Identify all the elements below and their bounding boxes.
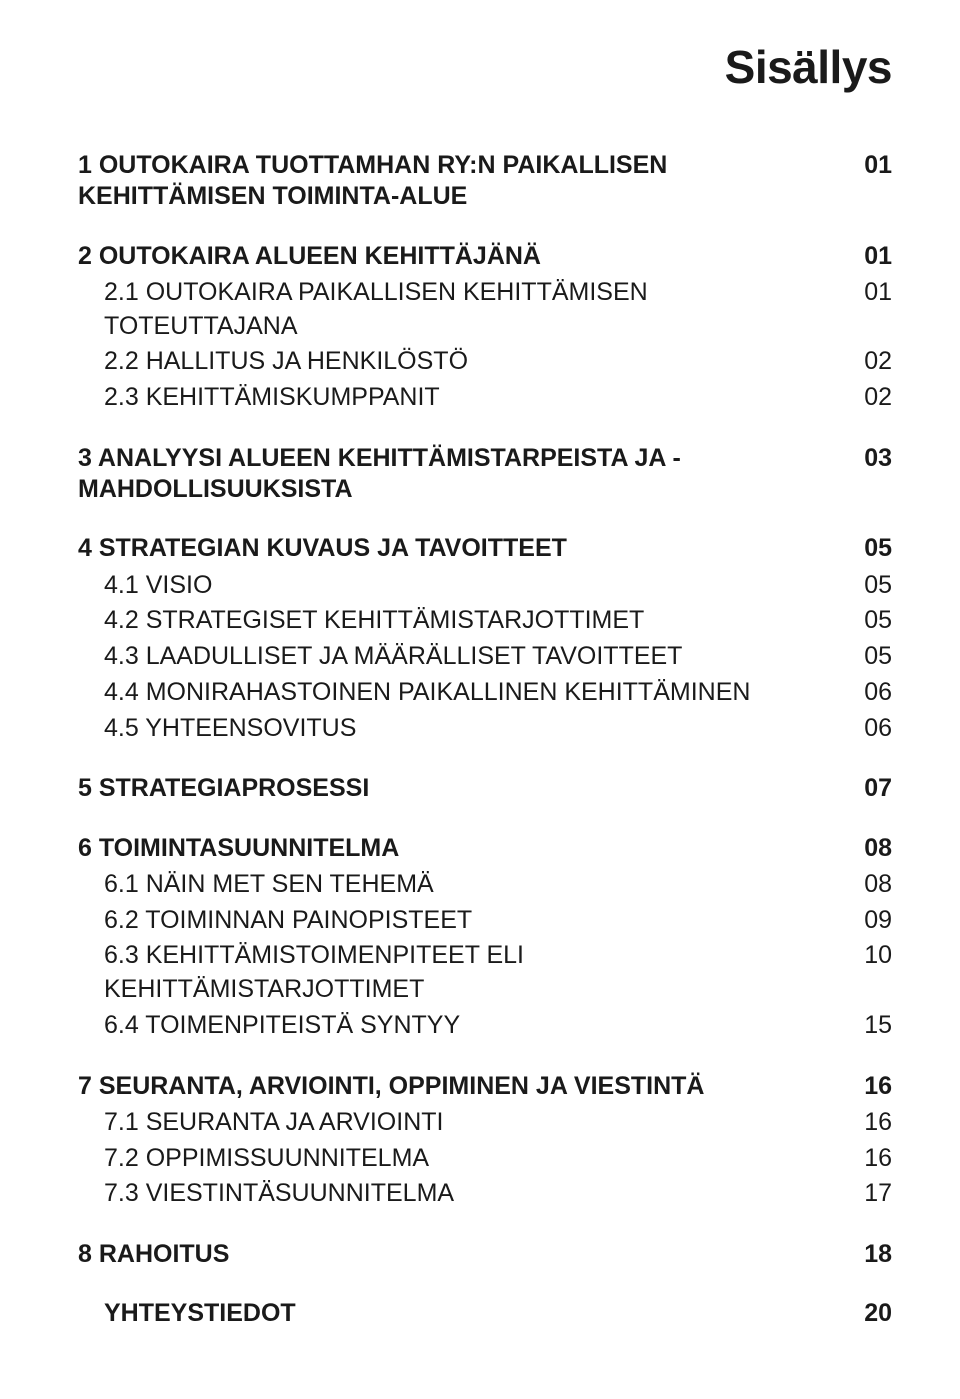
toc-section-label: 4 STRATEGIAN KUVAUS JA TAVOITTEET bbox=[78, 533, 842, 564]
toc-section-page: 16 bbox=[842, 1071, 892, 1102]
toc-subsection-page: 05 bbox=[842, 604, 892, 638]
toc-section-page: 01 bbox=[842, 241, 892, 272]
toc-section-label: 7 SEURANTA, ARVIOINTI, OPPIMINEN JA VIES… bbox=[78, 1071, 842, 1102]
toc-subsection: 4.5 YHTEENSOVITUS 06 bbox=[78, 712, 892, 746]
toc-subsection-page: 09 bbox=[842, 904, 892, 938]
toc-section: 8 RAHOITUS 18 bbox=[78, 1239, 892, 1270]
toc-section-label: 3 ANALYYSI ALUEEN KEHITTÄMISTARPEISTA JA… bbox=[78, 443, 842, 506]
toc-subsection-label: 6.4 TOIMENPITEISTÄ SYNTYY bbox=[78, 1009, 842, 1043]
toc-subsection-page: 05 bbox=[842, 640, 892, 674]
toc-page: Sisällys 1 OUTOKAIRA TUOTTAMHAN RY:N PAI… bbox=[0, 0, 960, 1399]
toc-subsection: 6.4 TOIMENPITEISTÄ SYNTYY 15 bbox=[78, 1009, 892, 1043]
toc-subsection-page: 15 bbox=[842, 1009, 892, 1043]
toc-subsection: 2.3 KEHITTÄMISKUMPPANIT 02 bbox=[78, 381, 892, 415]
toc-section: 5 STRATEGIAPROSESSI 07 bbox=[78, 773, 892, 804]
toc-section-page: 20 bbox=[842, 1298, 892, 1329]
toc-subsection-label: 2.3 KEHITTÄMISKUMPPANIT bbox=[78, 381, 842, 415]
toc-section-page: 18 bbox=[842, 1239, 892, 1270]
toc-section: 4 STRATEGIAN KUVAUS JA TAVOITTEET 05 bbox=[78, 533, 892, 564]
toc-subsection: 4.1 VISIO 05 bbox=[78, 569, 892, 603]
toc-section-label: 1 OUTOKAIRA TUOTTAMHAN RY:N PAIKALLISEN … bbox=[78, 150, 842, 213]
toc-subsection-label: 4.3 LAADULLISET JA MÄÄRÄLLISET TAVOITTEE… bbox=[78, 640, 842, 674]
toc-subsection-label: 4.5 YHTEENSOVITUS bbox=[78, 712, 842, 746]
toc-subsection-page: 17 bbox=[842, 1177, 892, 1211]
toc-subsection-label: 4.1 VISIO bbox=[78, 569, 842, 603]
toc-subsection-page: 02 bbox=[842, 345, 892, 379]
toc-subsection-label: 7.1 SEURANTA JA ARVIOINTI bbox=[78, 1106, 842, 1140]
page-title: Sisällys bbox=[78, 40, 892, 94]
toc-subsection-label: 7.2 OPPIMISSUUNNITELMA bbox=[78, 1142, 842, 1176]
toc-section-page: 08 bbox=[842, 833, 892, 864]
toc-section-label: YHTEYSTIEDOT bbox=[78, 1298, 842, 1329]
toc-subsection-page: 16 bbox=[842, 1142, 892, 1176]
toc-section-page: 01 bbox=[842, 150, 892, 181]
toc-subsection: 4.2 STRATEGISET KEHITTÄMISTARJOTTIMET 05 bbox=[78, 604, 892, 638]
toc-subsection-page: 06 bbox=[842, 712, 892, 746]
toc-section-label: 6 TOIMINTASUUNNITELMA bbox=[78, 833, 842, 864]
toc-section-page: 07 bbox=[842, 773, 892, 804]
toc-section-label: 8 RAHOITUS bbox=[78, 1239, 842, 1270]
toc-section: 7 SEURANTA, ARVIOINTI, OPPIMINEN JA VIES… bbox=[78, 1071, 892, 1102]
toc-subsection: 6.1 NÄIN MET SEN TEHEMÄ 08 bbox=[78, 868, 892, 902]
toc-subsection: 4.3 LAADULLISET JA MÄÄRÄLLISET TAVOITTEE… bbox=[78, 640, 892, 674]
toc-subsection-label: 4.4 MONIRAHASTOINEN PAIKALLINEN KEHITTÄM… bbox=[78, 676, 842, 710]
toc-section: YHTEYSTIEDOT 20 bbox=[78, 1298, 892, 1329]
toc-subsection-page: 08 bbox=[842, 868, 892, 902]
toc-subsection: 7.2 OPPIMISSUUNNITELMA 16 bbox=[78, 1142, 892, 1176]
toc-subsection-page: 10 bbox=[842, 939, 892, 973]
toc-section-page: 03 bbox=[842, 443, 892, 474]
toc-subsection: 7.3 VIESTINTÄSUUNNITELMA 17 bbox=[78, 1177, 892, 1211]
toc-subsection-page: 06 bbox=[842, 676, 892, 710]
toc-subsection: 6.2 TOIMINNAN PAINOPISTEET 09 bbox=[78, 904, 892, 938]
toc-subsection-label: 6.2 TOIMINNAN PAINOPISTEET bbox=[78, 904, 842, 938]
toc-section: 1 OUTOKAIRA TUOTTAMHAN RY:N PAIKALLISEN … bbox=[78, 150, 892, 213]
toc-subsection-label: 6.3 KEHITTÄMISTOIMENPITEET ELI KEHITTÄMI… bbox=[78, 939, 842, 1007]
toc-section-page: 05 bbox=[842, 533, 892, 564]
toc-subsection-page: 01 bbox=[842, 276, 892, 310]
toc-section: 6 TOIMINTASUUNNITELMA 08 bbox=[78, 833, 892, 864]
toc-subsection: 2.2 HALLITUS JA HENKILÖSTÖ 02 bbox=[78, 345, 892, 379]
toc-subsection-label: 4.2 STRATEGISET KEHITTÄMISTARJOTTIMET bbox=[78, 604, 842, 638]
toc-section-label: 2 OUTOKAIRA ALUEEN KEHITTÄJÄNÄ bbox=[78, 241, 842, 272]
toc-subsection: 2.1 OUTOKAIRA PAIKALLISEN KEHITTÄMISEN T… bbox=[78, 276, 892, 344]
toc-subsection-page: 16 bbox=[842, 1106, 892, 1140]
toc-section: 2 OUTOKAIRA ALUEEN KEHITTÄJÄNÄ 01 bbox=[78, 241, 892, 272]
toc-subsection-label: 7.3 VIESTINTÄSUUNNITELMA bbox=[78, 1177, 842, 1211]
toc-subsection: 6.3 KEHITTÄMISTOIMENPITEET ELI KEHITTÄMI… bbox=[78, 939, 892, 1007]
toc-subsection-label: 2.2 HALLITUS JA HENKILÖSTÖ bbox=[78, 345, 842, 379]
toc-section: 3 ANALYYSI ALUEEN KEHITTÄMISTARPEISTA JA… bbox=[78, 443, 892, 506]
toc-subsection: 7.1 SEURANTA JA ARVIOINTI 16 bbox=[78, 1106, 892, 1140]
toc-subsection-label: 2.1 OUTOKAIRA PAIKALLISEN KEHITTÄMISEN T… bbox=[78, 276, 842, 344]
toc-subsection-page: 05 bbox=[842, 569, 892, 603]
toc-subsection-label: 6.1 NÄIN MET SEN TEHEMÄ bbox=[78, 868, 842, 902]
toc-subsection: 4.4 MONIRAHASTOINEN PAIKALLINEN KEHITTÄM… bbox=[78, 676, 892, 710]
toc-section-label: 5 STRATEGIAPROSESSI bbox=[78, 773, 842, 804]
toc-subsection-page: 02 bbox=[842, 381, 892, 415]
